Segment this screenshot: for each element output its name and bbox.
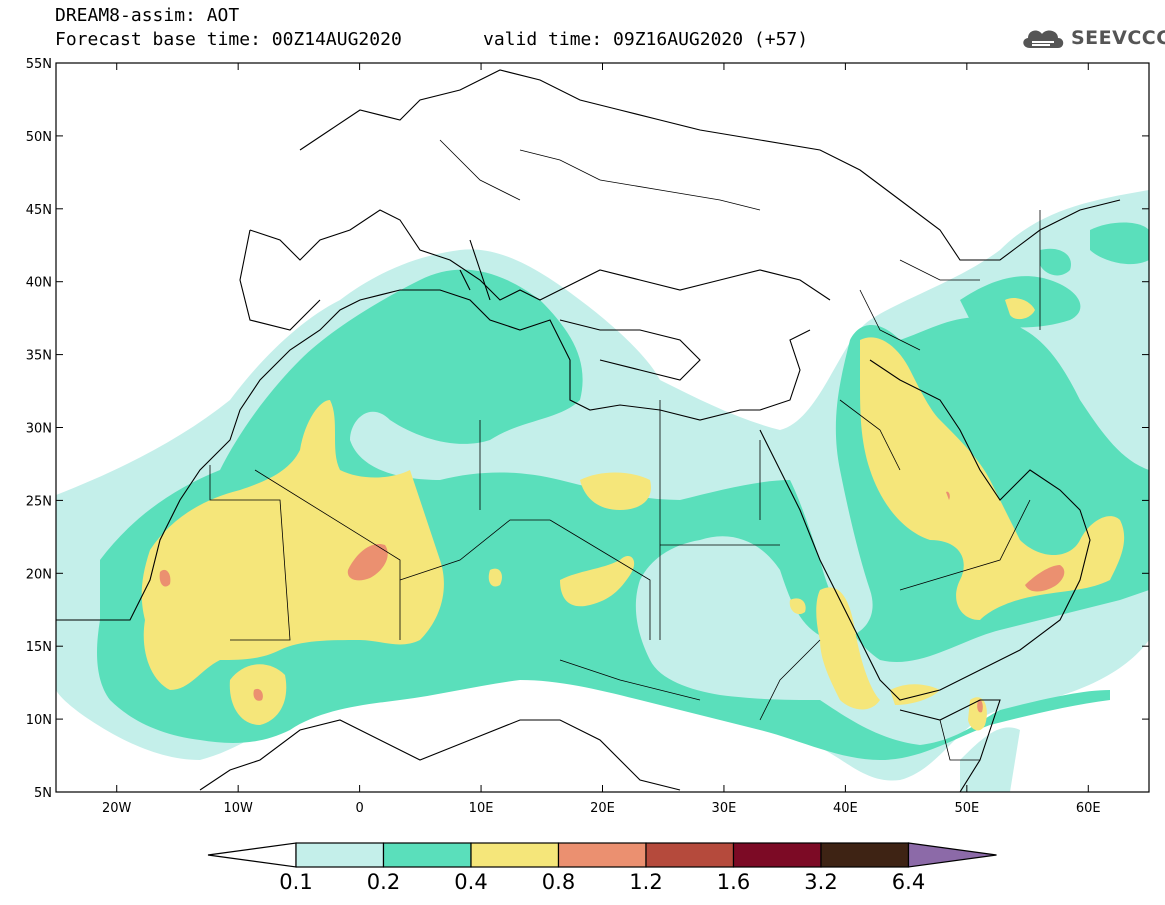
lat-label: 45N — [26, 203, 52, 218]
lat-label: 40N — [26, 276, 52, 291]
colorbar-label: 0.1 — [279, 870, 312, 894]
valid-time: valid time: 09Z16AUG2020 (+57) — [483, 29, 809, 50]
country-borders — [209, 139, 1041, 761]
forecast-base-time: Forecast base time: 00Z14AUG2020 — [55, 29, 402, 50]
lon-label: 0 — [355, 801, 363, 816]
lat-label: 50N — [26, 130, 52, 145]
coastlines — [56, 69, 1121, 792]
logo-text: SEEVCCC — [1071, 27, 1165, 49]
lat-label: 10N — [26, 713, 52, 728]
lon-label: 50E — [954, 801, 979, 816]
colorbar-label: 6.4 — [892, 870, 925, 894]
aot-contour-0-8 — [159, 491, 1065, 713]
lon-label: 10W — [223, 801, 253, 816]
colorbar-label: 0.2 — [367, 870, 400, 894]
colorbar-label: 0.8 — [542, 870, 575, 894]
colorbar-box — [295, 842, 385, 868]
colorbar-left-triangle — [207, 842, 297, 868]
map-title: DREAM8-assim: AOT — [55, 5, 240, 26]
seevccc-logo: SEEVCCC — [1018, 22, 1165, 54]
lon-label: 60E — [1076, 801, 1101, 816]
colorbar: 0.1 0.2 0.4 0.8 1.2 1.6 3.2 6.4 — [207, 842, 997, 894]
latitude-axis: 55N 50N 45N 40N 35N 30N 25N 20N 15N 10N 5N — [26, 57, 1149, 801]
colorbar-label: 3.2 — [804, 870, 837, 894]
colorbar-box — [557, 842, 647, 868]
lat-label: 25N — [26, 494, 52, 509]
lat-label: 35N — [26, 349, 52, 364]
lat-label: 5N — [34, 786, 52, 801]
lat-label: 55N — [26, 57, 52, 72]
aot-contour-0-4 — [141, 298, 1125, 731]
colorbar-box — [732, 842, 822, 868]
colorbar-label: 1.6 — [717, 870, 750, 894]
colorbar-box — [470, 842, 560, 868]
longitude-axis: 20W 10W 0 10E 20E 30E 40E 50E 60E — [102, 63, 1101, 816]
lon-label: 20W — [102, 801, 132, 816]
colorbar-right-triangle — [907, 842, 997, 868]
colorbar-box — [645, 842, 735, 868]
lon-label: 20E — [590, 801, 615, 816]
colorbar-label: 0.4 — [454, 870, 487, 894]
colorbar-box — [820, 842, 910, 868]
lon-label: 10E — [469, 801, 494, 816]
lon-label: 30E — [712, 801, 737, 816]
lat-label: 15N — [26, 640, 52, 655]
colorbar-label: 1.2 — [629, 870, 662, 894]
cloud-icon — [1023, 30, 1064, 48]
aot-field — [56, 63, 1149, 792]
colorbar-box — [382, 842, 472, 868]
lat-label: 20N — [26, 567, 52, 582]
lat-label: 30N — [26, 422, 52, 437]
lon-label: 40E — [833, 801, 858, 816]
